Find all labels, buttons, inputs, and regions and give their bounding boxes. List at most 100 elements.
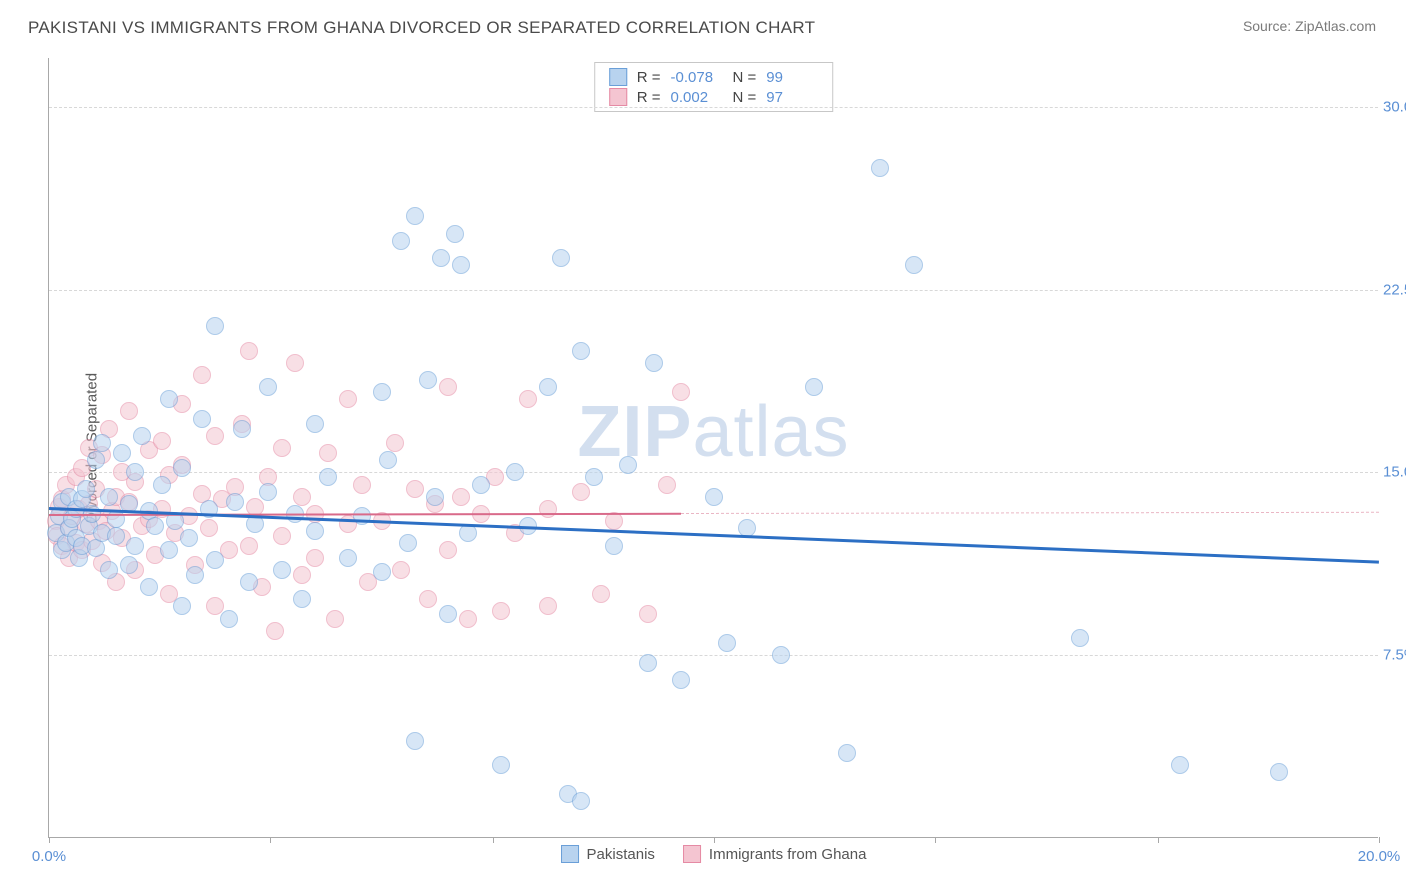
point-pakistani [306, 415, 324, 433]
point-pakistani [233, 420, 251, 438]
point-ghana [319, 444, 337, 462]
point-pakistani [459, 524, 477, 542]
legend-series: Pakistanis Immigrants from Ghana [561, 845, 867, 863]
point-ghana [639, 605, 657, 623]
r-label: R = [637, 89, 661, 106]
point-pakistani [539, 378, 557, 396]
series-label-ghana: Immigrants from Ghana [709, 846, 867, 863]
point-ghana [392, 561, 410, 579]
point-ghana [419, 590, 437, 608]
swatch-ghana [683, 845, 701, 863]
point-pakistani [220, 610, 238, 628]
gridline [49, 107, 1378, 108]
point-pakistani [87, 451, 105, 469]
legend-row-pakistani: R = -0.078 N = 99 [609, 67, 819, 87]
point-pakistani [585, 468, 603, 486]
point-pakistani [379, 451, 397, 469]
point-pakistani [353, 507, 371, 525]
point-ghana [406, 480, 424, 498]
point-pakistani [392, 232, 410, 250]
point-pakistani [240, 573, 258, 591]
gridline [49, 290, 1378, 291]
point-pakistani [472, 476, 490, 494]
point-pakistani [126, 463, 144, 481]
point-ghana [492, 602, 510, 620]
x-tick-label: 20.0% [1358, 848, 1401, 865]
legend-row-ghana: R = 0.002 N = 97 [609, 87, 819, 107]
point-pakistani [186, 566, 204, 584]
point-ghana [266, 622, 284, 640]
point-pakistani [399, 534, 417, 552]
point-ghana [658, 476, 676, 494]
y-tick-label: 30.0% [1383, 98, 1406, 115]
gridline [49, 655, 1378, 656]
point-pakistani [160, 390, 178, 408]
point-ghana [539, 597, 557, 615]
point-ghana [293, 488, 311, 506]
point-pakistani [705, 488, 723, 506]
point-pakistani [140, 578, 158, 596]
r-value-pakistani: -0.078 [671, 69, 723, 86]
point-ghana [672, 383, 690, 401]
point-pakistani [492, 756, 510, 774]
point-ghana [193, 366, 211, 384]
x-tick [270, 837, 271, 843]
legend-item-pakistani: Pakistanis [561, 845, 655, 863]
point-pakistani [772, 646, 790, 664]
point-ghana [240, 537, 258, 555]
point-pakistani [293, 590, 311, 608]
source-label: Source: ZipAtlas.com [1243, 18, 1376, 34]
point-ghana [439, 378, 457, 396]
point-pakistani [406, 732, 424, 750]
point-ghana [240, 342, 258, 360]
point-pakistani [406, 207, 424, 225]
point-pakistani [173, 459, 191, 477]
y-tick-label: 15.0% [1383, 464, 1406, 481]
point-pakistani [113, 444, 131, 462]
point-ghana [539, 500, 557, 518]
point-pakistani [506, 463, 524, 481]
point-pakistani [572, 342, 590, 360]
point-ghana [273, 527, 291, 545]
point-ghana [572, 483, 590, 501]
point-pakistani [672, 671, 690, 689]
point-pakistani [100, 488, 118, 506]
point-pakistani [905, 256, 923, 274]
point-pakistani [319, 468, 337, 486]
swatch-ghana [609, 88, 627, 106]
point-ghana [592, 585, 610, 603]
point-pakistani [153, 476, 171, 494]
point-pakistani [639, 654, 657, 672]
n-label: N = [733, 69, 757, 86]
point-pakistani [107, 527, 125, 545]
point-pakistani [432, 249, 450, 267]
point-pakistani [373, 563, 391, 581]
point-pakistani [426, 488, 444, 506]
point-ghana [459, 610, 477, 628]
x-tick [493, 837, 494, 843]
point-ghana [120, 402, 138, 420]
watermark-light: atlas [692, 392, 849, 472]
x-tick [1158, 837, 1159, 843]
r-label: R = [637, 69, 661, 86]
point-ghana [153, 432, 171, 450]
x-tick [49, 837, 50, 843]
point-pakistani [180, 529, 198, 547]
point-pakistani [838, 744, 856, 762]
point-pakistani [619, 456, 637, 474]
n-value-ghana: 97 [766, 89, 818, 106]
point-ghana [353, 476, 371, 494]
point-pakistani [126, 537, 144, 555]
point-pakistani [572, 792, 590, 810]
point-ghana [273, 439, 291, 457]
point-pakistani [273, 561, 291, 579]
point-pakistani [605, 537, 623, 555]
point-pakistani [206, 551, 224, 569]
point-pakistani [206, 317, 224, 335]
point-pakistani [133, 427, 151, 445]
point-ghana [386, 434, 404, 452]
point-pakistani [419, 371, 437, 389]
scatter-chart: Divorced or Separated ZIPatlas R = -0.07… [48, 58, 1378, 838]
point-ghana [293, 566, 311, 584]
point-pakistani [259, 483, 277, 501]
